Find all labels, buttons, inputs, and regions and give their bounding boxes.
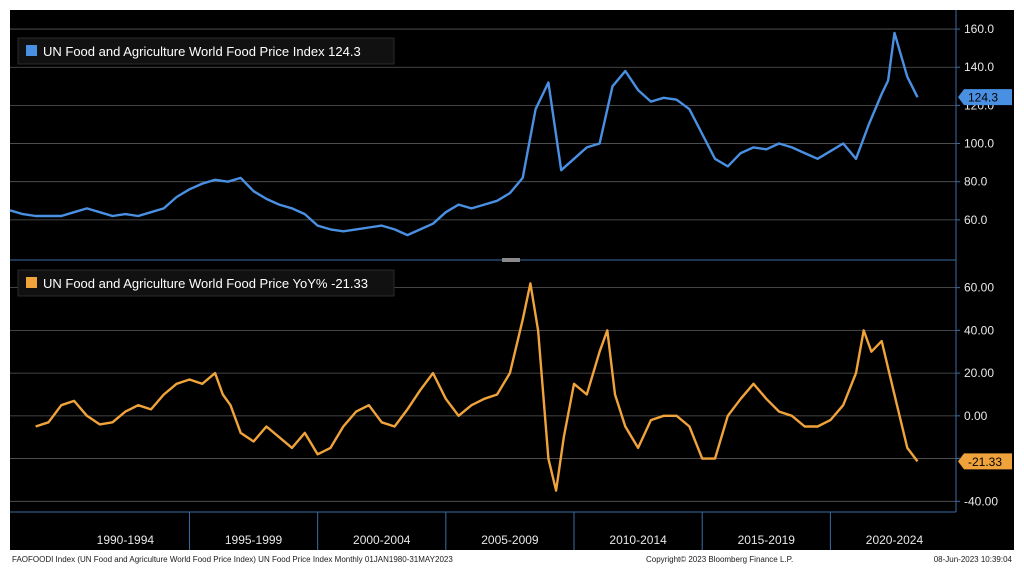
x-period-label: 1995-1999 bbox=[225, 533, 283, 547]
price-index-series-line bbox=[9, 31, 919, 237]
yoy-badge-shape bbox=[958, 453, 1012, 470]
yoy-last-value: -21.33 bbox=[968, 455, 1002, 469]
price-index-legend-label: UN Food and Agriculture World Food Price… bbox=[43, 44, 361, 59]
footer-copyright: Copyright© 2023 Bloomberg Finance L.P. bbox=[646, 555, 793, 564]
price-index-last-value-badge: 124.3 bbox=[958, 89, 1012, 106]
x-period-label: 2015-2019 bbox=[738, 533, 796, 547]
x-axis-periods: 1990-1994 1995-1999 2000-2004 2005-2009 2010… bbox=[97, 512, 924, 550]
price-index-legend-box bbox=[17, 37, 395, 65]
x-period-label: 2010-2014 bbox=[609, 533, 667, 547]
price-index-gridlines bbox=[10, 28, 956, 221]
x-period-label: 2005-2009 bbox=[481, 533, 539, 547]
price-index-tick-label: 100.0 bbox=[964, 137, 994, 151]
yoy-tick-label: 20.00 bbox=[964, 366, 994, 380]
x-period-label: 2000-2004 bbox=[353, 533, 411, 547]
yoy-tick-label: 60.00 bbox=[964, 281, 994, 295]
price-index-tick-label: 80.0 bbox=[964, 175, 988, 189]
x-period-label: 1990-1994 bbox=[97, 533, 155, 547]
footer-timestamp: 08-Jun-2023 10:39:04 bbox=[934, 555, 1013, 564]
price-index-last-value: 124.3 bbox=[968, 91, 998, 105]
price-index-tick-label: 160.0 bbox=[964, 22, 994, 36]
yoy-last-value-badge: -21.33 bbox=[958, 453, 1012, 470]
yoy-series-line bbox=[35, 282, 919, 492]
panel-resize-handle[interactable] bbox=[502, 258, 520, 262]
yoy-tick-label: 40.00 bbox=[964, 323, 994, 337]
yoy-tick-label: -40.00 bbox=[964, 494, 998, 508]
x-period-label: 2020-2024 bbox=[866, 533, 924, 547]
yoy-tick-label: 0.00 bbox=[964, 409, 988, 423]
price-index-tick-label: 60.0 bbox=[964, 213, 988, 227]
price-index-tick-label: 140.0 bbox=[964, 60, 994, 74]
yoy-legend-swatch bbox=[26, 277, 37, 288]
price-index-legend-swatch bbox=[26, 45, 37, 56]
footer-source: FAOFOODI Index (UN Food and Agriculture … bbox=[12, 555, 453, 564]
price-index-badge-shape bbox=[958, 89, 1012, 106]
yoy-legend-box bbox=[17, 269, 395, 297]
yoy-legend-label: UN Food and Agriculture World Food Price… bbox=[43, 276, 368, 291]
